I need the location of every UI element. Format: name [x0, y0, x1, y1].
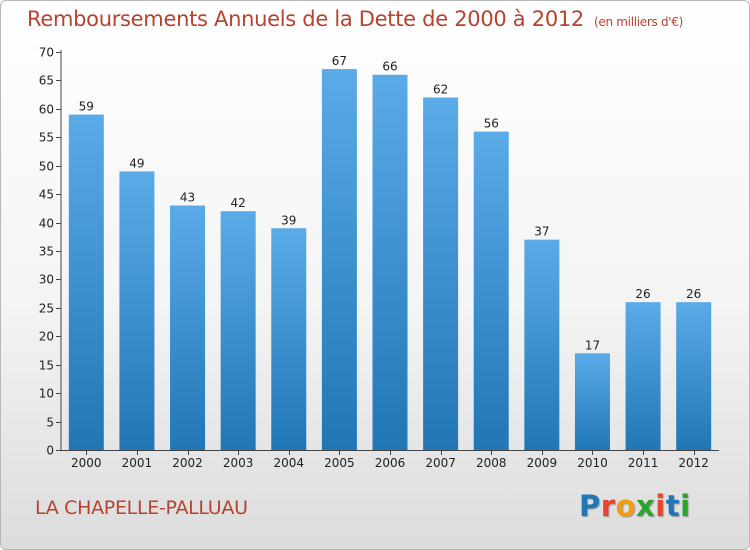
logo-letter: o — [615, 489, 637, 523]
x-tick-label-2009: 2009 — [527, 456, 558, 470]
bar-2011 — [625, 302, 661, 450]
chart-title: Remboursements Annuels de la Dette de 20… — [27, 7, 683, 31]
x-tick-label-2002: 2002 — [172, 456, 203, 470]
x-tick-label-2010: 2010 — [577, 456, 608, 470]
y-tick-label: 15 — [39, 359, 54, 373]
chart-title-text: Remboursements Annuels de la Dette de 20… — [27, 7, 584, 31]
city-name: LA CHAPELLE-PALLUAU — [35, 497, 248, 519]
value-label-2012: 26 — [686, 287, 701, 301]
value-label-2002: 43 — [180, 191, 195, 205]
value-label-2011: 26 — [635, 287, 650, 301]
logo-letter: P — [579, 489, 601, 523]
x-tick-label-2012: 2012 — [678, 456, 709, 470]
value-label-2008: 56 — [484, 117, 499, 131]
logo-letter: x — [636, 489, 656, 523]
x-tick-label-2003: 2003 — [223, 456, 254, 470]
y-tick-label: 65 — [39, 74, 54, 88]
logo-letter: i — [655, 489, 666, 523]
value-label-2001: 49 — [129, 156, 144, 170]
x-tick-label-2008: 2008 — [476, 456, 507, 470]
bar-2006 — [372, 74, 408, 450]
chart-bars: 59 49 43 42 39 67 66 62 56 37 17 26 26 — [68, 54, 712, 451]
chart-axes: 0 5 10 15 20 25 30 35 40 45 50 55 60 65 70 2000 2001 2002… — [39, 46, 719, 470]
value-label-2004: 39 — [281, 213, 296, 227]
value-label-2009: 37 — [534, 225, 549, 239]
y-tick-label: 70 — [39, 46, 54, 60]
logo-letter: t — [665, 489, 681, 523]
x-tick-label-2000: 2000 — [71, 456, 102, 470]
y-tick-label: 35 — [39, 245, 54, 259]
x-tick-label-2005: 2005 — [324, 456, 355, 470]
y-tick-label: 30 — [39, 273, 54, 287]
value-label-2000: 59 — [79, 100, 94, 114]
bar-2012 — [676, 302, 712, 450]
bar-2001 — [119, 171, 155, 450]
y-tick-label: 50 — [39, 160, 54, 174]
y-tick-label: 40 — [39, 217, 54, 231]
x-tick-label-2006: 2006 — [375, 456, 406, 470]
chart-subtitle: (en milliers d'€) — [594, 15, 684, 29]
x-tick-label-2004: 2004 — [273, 456, 304, 470]
value-label-2007: 62 — [433, 82, 448, 96]
y-tick-label: 5 — [46, 416, 54, 430]
y-tick-label: 45 — [39, 188, 54, 202]
value-label-2006: 66 — [382, 60, 397, 74]
bar-2005 — [321, 69, 357, 451]
value-label-2003: 42 — [231, 196, 246, 210]
x-tick-label-2007: 2007 — [425, 456, 456, 470]
value-label-2010: 17 — [585, 338, 600, 352]
proxiti-logo[interactable]: Proxiti — [579, 489, 691, 523]
logo-letter: i — [680, 489, 691, 523]
bar-2009 — [524, 239, 560, 450]
x-tick-label-2001: 2001 — [122, 456, 153, 470]
y-tick-label: 55 — [39, 131, 54, 145]
bar-2004 — [271, 228, 307, 450]
bar-2002 — [170, 205, 206, 450]
bar-2008 — [473, 131, 509, 450]
y-tick-label: 25 — [39, 302, 54, 316]
bar-2000 — [68, 114, 104, 451]
y-tick-label: 60 — [39, 103, 54, 117]
bar-2007 — [423, 97, 459, 450]
bar-2003 — [220, 211, 256, 450]
y-tick-label: 0 — [46, 444, 54, 458]
logo-letter: r — [600, 489, 616, 523]
value-label-2005: 67 — [332, 54, 347, 68]
y-tick-label: 20 — [39, 330, 54, 344]
bar-2010 — [574, 353, 610, 450]
x-tick-label-2011: 2011 — [628, 456, 659, 470]
y-tick-label: 10 — [39, 387, 54, 401]
